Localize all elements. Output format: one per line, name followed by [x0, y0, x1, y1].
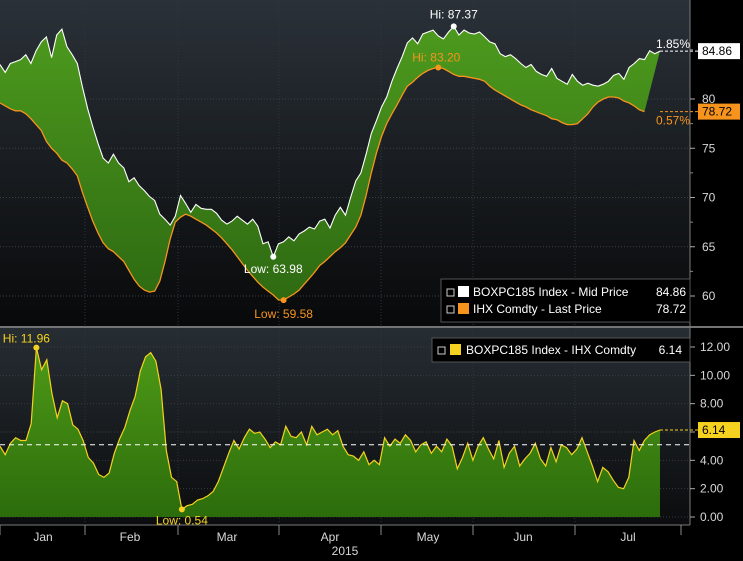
x-tick-label: Jan: [33, 530, 52, 544]
x-tick-label: May: [417, 530, 440, 544]
bottom-y-tick-label: 2.00: [700, 482, 724, 496]
top-y-tick-label: 70: [702, 191, 716, 205]
x-tick-label: Feb: [120, 530, 141, 544]
top-y-tick-label: 80: [702, 92, 716, 106]
bottom-y-tick-label: 12.00: [700, 340, 730, 354]
legend-label-spread: BOXPC185 Index - IHX Comdty: [466, 343, 636, 357]
top-low-marker: [270, 253, 277, 260]
top-low2-label: Low: 59.58: [254, 307, 313, 321]
last-price-orange-value: 78.72: [702, 105, 732, 119]
x-tick-label: Apr: [321, 530, 340, 544]
top-legend[interactable]: BOXPC185 Index - Mid Price 84.86 IHX Com…: [440, 278, 691, 323]
top-series-group: [0, 23, 700, 304]
last-price-white-value: 84.86: [702, 44, 732, 58]
top-y-ticks: 60 65 70 75 80: [690, 49, 716, 303]
legend-value-spread: 6.14: [659, 343, 683, 357]
bottom-low-marker: [178, 506, 185, 513]
spread-band-fill: [0, 26, 660, 301]
legend-swatch-orange: [458, 303, 469, 314]
bottom-y-tick-label: 0.00: [700, 510, 724, 524]
x-tick-label: Mar: [217, 530, 238, 544]
legend-swatch-yellow: [450, 344, 461, 355]
x-tick-label: Jul: [620, 530, 635, 544]
legend-toggle-icon[interactable]: [446, 288, 455, 297]
top-y-tick-label: 60: [702, 289, 716, 303]
bottom-legend[interactable]: BOXPC185 Index - IHX Comdty 6.14: [431, 337, 691, 363]
top-low2-marker: [280, 297, 287, 304]
last-price-tag-orange: 78.72: [698, 103, 740, 120]
x-tick-label: Jun: [513, 530, 532, 544]
legend-label-2: IHX Comdty - Last Price: [473, 302, 602, 316]
last-price-tag-white: 84.86: [698, 43, 740, 60]
top-high-label: Hi: 87.37: [430, 7, 478, 21]
bottom-y-tick-label: 8.00: [700, 397, 724, 411]
top-high2-label: Hi: 83.20: [412, 50, 460, 64]
legend-value-1: 84.86: [656, 285, 686, 299]
pct-change-orange: 0.57%: [656, 114, 690, 128]
x-axis-year-label: 2015: [332, 544, 359, 558]
bottom-y-tick-label: 10.00: [700, 368, 730, 382]
bottom-high-marker: [33, 344, 40, 351]
top-y-tick-label: 65: [702, 240, 716, 254]
bottom-series-group: [0, 344, 700, 517]
legend-toggle-icon[interactable]: [446, 305, 455, 314]
spread-line: [0, 347, 661, 511]
bottom-low-label: Low: 0.54: [156, 513, 208, 527]
bottom-y-tick-label: 4.00: [700, 453, 724, 467]
legend-value-2: 78.72: [656, 302, 686, 316]
legend-swatch-white: [458, 286, 469, 297]
legend-label-1: BOXPC185 Index - Mid Price: [473, 285, 629, 299]
top-y-tick-label: 75: [702, 141, 716, 155]
top-high-marker: [450, 23, 457, 30]
bottom-high-label: Hi: 11.96: [3, 332, 50, 346]
last-spread-value: 6.14: [702, 423, 726, 437]
boxpc-price-line: [0, 25, 661, 259]
ihx-price-line: [0, 66, 645, 301]
pct-change-white: 1.85%: [656, 37, 690, 51]
top-high2-marker: [435, 64, 442, 71]
last-value-tag-yellow: 6.14: [698, 422, 740, 439]
x-ticks: Jan Feb Mar Apr May Jun Jul: [0, 525, 682, 544]
top-low-label: Low: 63.98: [244, 262, 303, 276]
legend-toggle-icon[interactable]: [437, 346, 446, 355]
